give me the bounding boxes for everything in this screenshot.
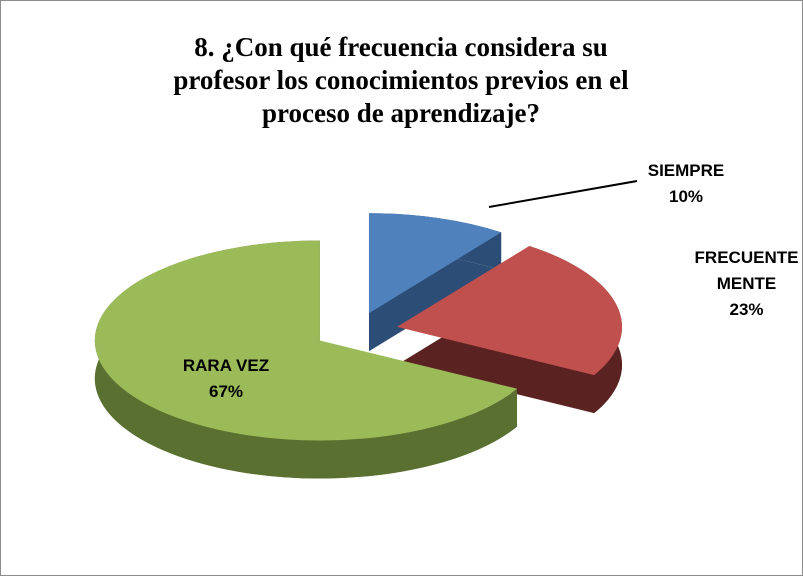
leader-line [488,180,638,208]
data-label: SIEMPRE 10% [631,158,741,210]
chart-title: 8. ¿Con qué frecuencia considera su prof… [173,32,629,128]
category-label: RARA VEZ [182,356,270,375]
slice-top [94,240,518,441]
pie-slice [94,240,518,479]
value-label: 23% [729,300,764,319]
category-label: SIEMPRE [647,161,725,180]
data-label: RARA VEZ 67% [161,353,291,405]
category-label: FRECUENTE MENTE [694,248,799,293]
value-label: 67% [208,382,244,401]
pie-slice [396,246,622,414]
slice-top [396,246,622,376]
value-label: 10% [668,187,704,206]
data-label: FRECUENTE MENTE 23% [689,245,802,323]
slice-top [368,213,502,314]
